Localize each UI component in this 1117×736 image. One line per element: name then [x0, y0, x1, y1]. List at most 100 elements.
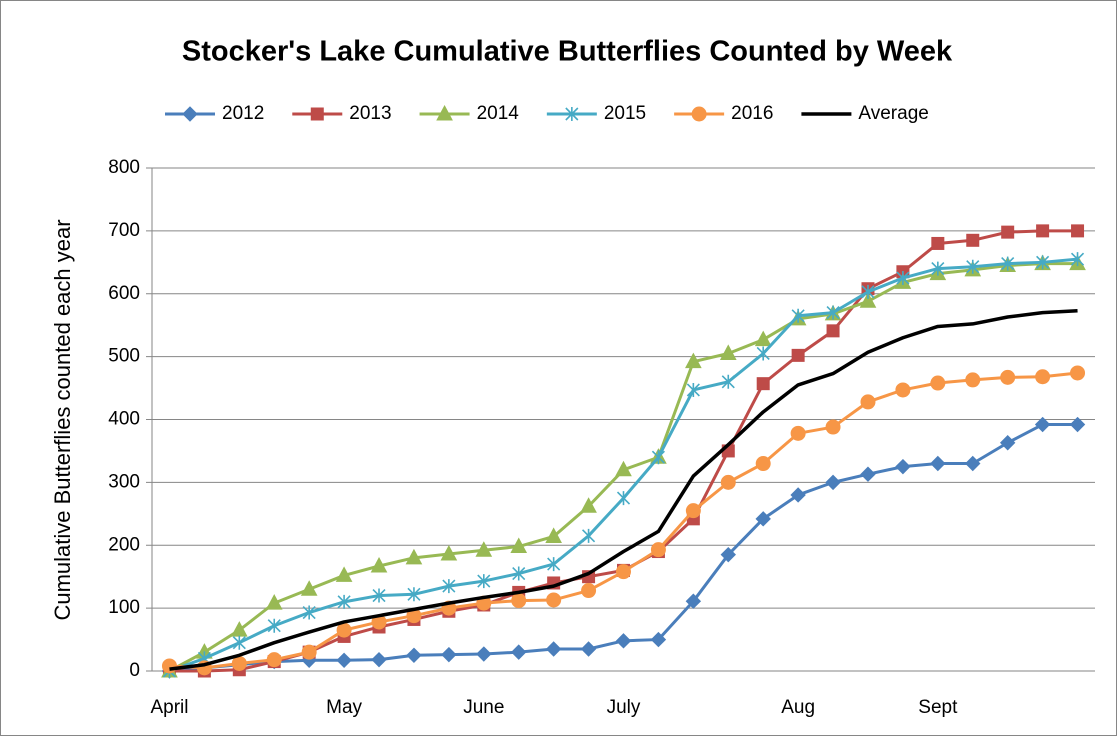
- marker: [510, 537, 528, 554]
- marker: [966, 259, 980, 274]
- marker: [407, 587, 421, 602]
- marker: [232, 635, 246, 650]
- marker: [615, 460, 632, 477]
- marker: [930, 375, 946, 391]
- legend-label: 2016: [731, 103, 773, 124]
- marker: [651, 450, 665, 465]
- marker: [999, 435, 1016, 451]
- marker: [265, 594, 283, 610]
- marker: [861, 284, 875, 299]
- legend-item: 2015: [546, 103, 646, 124]
- marker: [685, 503, 701, 519]
- marker: [302, 605, 316, 620]
- marker: [720, 474, 736, 490]
- marker: [825, 419, 841, 435]
- marker: [1035, 369, 1051, 385]
- chart-title: Stocker's Lake Cumulative Butterflies Co…: [182, 36, 953, 68]
- series: [161, 365, 1086, 676]
- marker: [826, 305, 840, 320]
- legend-item: 2016: [674, 103, 773, 124]
- marker: [337, 594, 351, 609]
- marker: [1070, 252, 1085, 267]
- x-tick-label: July: [607, 697, 641, 718]
- marker: [580, 497, 597, 513]
- y-tick-label: 100: [108, 597, 140, 618]
- marker: [582, 528, 596, 543]
- marker: [895, 458, 911, 475]
- marker: [860, 466, 876, 482]
- y-axis-title: Cumulative Butterflies counted each year: [50, 219, 75, 620]
- marker: [790, 487, 806, 503]
- marker: [546, 592, 562, 608]
- legend-label: Average: [858, 103, 928, 124]
- marker: [545, 527, 562, 543]
- marker: [370, 556, 388, 573]
- marker: [966, 233, 980, 247]
- marker: [650, 631, 667, 648]
- legend-item: 2014: [419, 103, 520, 124]
- x-tick-label: May: [326, 697, 362, 718]
- marker: [719, 344, 737, 360]
- marker: [231, 655, 247, 671]
- marker: [895, 382, 911, 398]
- marker: [511, 644, 527, 660]
- marker: [477, 574, 491, 589]
- y-tick-label: 0: [129, 660, 140, 681]
- marker: [406, 647, 422, 663]
- marker: [405, 548, 423, 565]
- marker: [754, 330, 772, 347]
- marker: [301, 644, 317, 660]
- marker: [511, 593, 527, 609]
- marker: [931, 261, 945, 276]
- marker: [896, 271, 910, 286]
- marker: [965, 372, 981, 388]
- marker: [860, 394, 876, 410]
- marker: [1000, 369, 1016, 385]
- series: [169, 308, 1078, 671]
- marker: [616, 491, 631, 506]
- y-tick-label: 600: [108, 283, 140, 304]
- marker: [755, 456, 771, 472]
- marker: [475, 541, 493, 557]
- legend-label: 2014: [477, 103, 520, 124]
- y-tick-label: 300: [108, 471, 140, 492]
- marker: [1034, 416, 1051, 433]
- marker: [436, 104, 453, 121]
- marker: [580, 641, 597, 657]
- legend-item: 2012: [165, 103, 264, 124]
- marker: [859, 292, 877, 308]
- marker: [442, 579, 456, 594]
- marker: [791, 308, 805, 323]
- marker: [441, 646, 457, 663]
- marker: [512, 566, 526, 581]
- legend-item: 2013: [292, 103, 392, 124]
- marker: [300, 580, 318, 596]
- marker: [1036, 224, 1050, 238]
- marker: [545, 641, 562, 657]
- marker: [965, 455, 981, 472]
- marker: [476, 646, 492, 662]
- marker: [930, 455, 946, 472]
- marker: [825, 474, 841, 491]
- marker: [267, 618, 281, 633]
- legend-label: 2012: [222, 103, 264, 124]
- series-line: [169, 308, 1078, 671]
- marker: [826, 324, 840, 338]
- marker: [1001, 256, 1015, 271]
- legend-item: Average: [801, 103, 929, 124]
- marker: [721, 374, 735, 389]
- y-tick-label: 200: [108, 534, 140, 555]
- marker: [791, 348, 805, 362]
- marker: [616, 564, 631, 580]
- legend-label: 2015: [604, 103, 646, 124]
- marker: [266, 652, 282, 668]
- legend-label: 2013: [349, 103, 391, 124]
- x-tick-label: Aug: [781, 697, 815, 718]
- marker: [440, 544, 458, 561]
- marker: [756, 346, 770, 361]
- marker: [161, 658, 177, 674]
- marker: [565, 107, 579, 121]
- marker: [685, 593, 702, 609]
